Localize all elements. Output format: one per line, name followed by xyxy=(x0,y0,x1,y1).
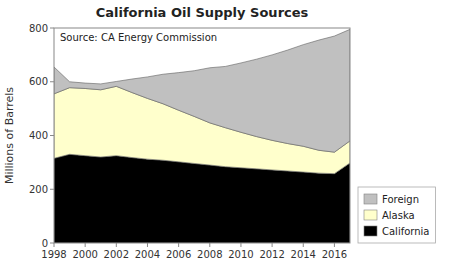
chart-title: California Oil Supply Sources xyxy=(96,5,309,20)
y-tick-label: 0 xyxy=(42,238,48,249)
y-tick-label: 600 xyxy=(29,76,48,87)
x-tick xyxy=(303,243,304,247)
x-tick-label: 2014 xyxy=(291,249,316,260)
x-tick xyxy=(209,243,210,247)
x-tick xyxy=(116,243,117,247)
x-tick xyxy=(240,243,241,247)
y-tick xyxy=(50,243,54,244)
legend-label: Foreign xyxy=(382,194,419,205)
x-tick-label: 1998 xyxy=(41,249,66,260)
legend-frame xyxy=(358,187,436,243)
legend: Foreign Alaska California xyxy=(358,187,436,243)
y-tick-label: 400 xyxy=(29,130,48,141)
legend-label: Alaska xyxy=(382,210,415,221)
x-tick-label: 2010 xyxy=(228,249,253,260)
areas xyxy=(54,29,350,243)
annotation-background xyxy=(58,31,219,44)
chart-svg: 0 200 400 600 800 1998 2000 2002 2004 2006 2008 201… xyxy=(0,0,450,271)
legend-swatch xyxy=(364,194,377,204)
x-tick-label: 2000 xyxy=(72,249,97,260)
area-series xyxy=(54,29,350,152)
plot-frame xyxy=(54,28,350,243)
x-tick xyxy=(178,243,179,247)
y-tick xyxy=(50,81,54,82)
legend-label: California xyxy=(382,226,430,237)
y-tick xyxy=(50,28,54,29)
legend-swatch xyxy=(364,210,377,220)
y-tick xyxy=(50,189,54,190)
x-tick-label: 2016 xyxy=(322,249,347,260)
y-tick-label: 200 xyxy=(29,184,48,195)
y-tick xyxy=(50,135,54,136)
x-tick-label: 2004 xyxy=(135,249,160,260)
annotation: Source: CA Energy Commission xyxy=(60,32,217,43)
x-tick xyxy=(272,243,273,247)
x-tick-label: 2006 xyxy=(166,249,191,260)
x-tick xyxy=(147,243,148,247)
legend-swatch xyxy=(364,226,377,236)
x-tick xyxy=(85,243,86,247)
x-tick-label: 2008 xyxy=(197,249,222,260)
y-tick-label: 800 xyxy=(29,23,48,34)
x-tick xyxy=(334,243,335,247)
x-tick xyxy=(54,243,55,247)
chart-container: 0 200 400 600 800 1998 2000 2002 2004 2006 2008 201… xyxy=(0,0,450,271)
y-axis-label: Millions of Barrels xyxy=(3,87,16,184)
x-tick-label: 2012 xyxy=(259,249,284,260)
x-tick-label: 2002 xyxy=(104,249,129,260)
